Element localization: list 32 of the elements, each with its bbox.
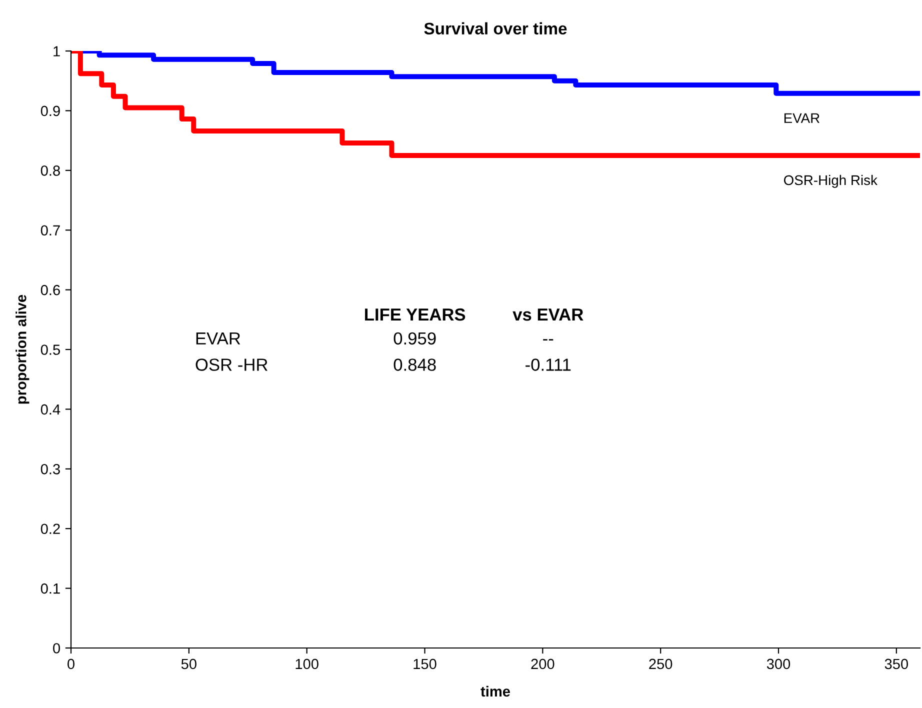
- annotation: EVAR: [196, 332, 240, 344]
- x-tick-label: 300: [766, 658, 790, 670]
- annotation: 0.959: [394, 332, 436, 345]
- y-tick-label: 0.8: [40, 166, 60, 176]
- annotation: vs EVAR: [512, 308, 584, 321]
- y-tick-label: 0: [53, 643, 60, 654]
- y-tick-label: 0.7: [40, 225, 60, 236]
- chart-title: Survival over time: [424, 22, 567, 34]
- y-tick-label: 0.2: [40, 524, 60, 534]
- x-axis-title: time: [480, 686, 510, 697]
- y-tick-label: 0.4: [40, 404, 60, 415]
- series-label: EVAR: [784, 113, 820, 123]
- x-tick-label: 100: [296, 658, 318, 670]
- y-tick-label: 0.6: [40, 284, 60, 296]
- y-tick-label: 1: [54, 46, 60, 56]
- x-tick-label: 0: [68, 658, 74, 670]
- x-tick-label: 50: [181, 658, 196, 670]
- y-axis-title: proportion alive: [16, 294, 30, 404]
- annotation: 0.848: [394, 358, 436, 371]
- x-tick-label: 200: [531, 658, 554, 670]
- y-tick-label: 0.9: [40, 106, 60, 116]
- annotation: --: [543, 339, 554, 341]
- y-tick-label: 0.5: [40, 344, 60, 355]
- annotation: OSR -HR: [196, 358, 268, 371]
- y-tick-label: 0.1: [40, 583, 60, 594]
- x-tick-label: 250: [649, 658, 672, 670]
- y-tick-label: 0.3: [40, 464, 60, 474]
- series-label: OSR-High Risk: [784, 174, 878, 188]
- x-tick-label: 350: [884, 658, 908, 670]
- annotation: -0.111: [526, 358, 571, 371]
- x-tick-label: 150: [414, 658, 436, 670]
- annotation: LIFE YEARS: [365, 308, 466, 321]
